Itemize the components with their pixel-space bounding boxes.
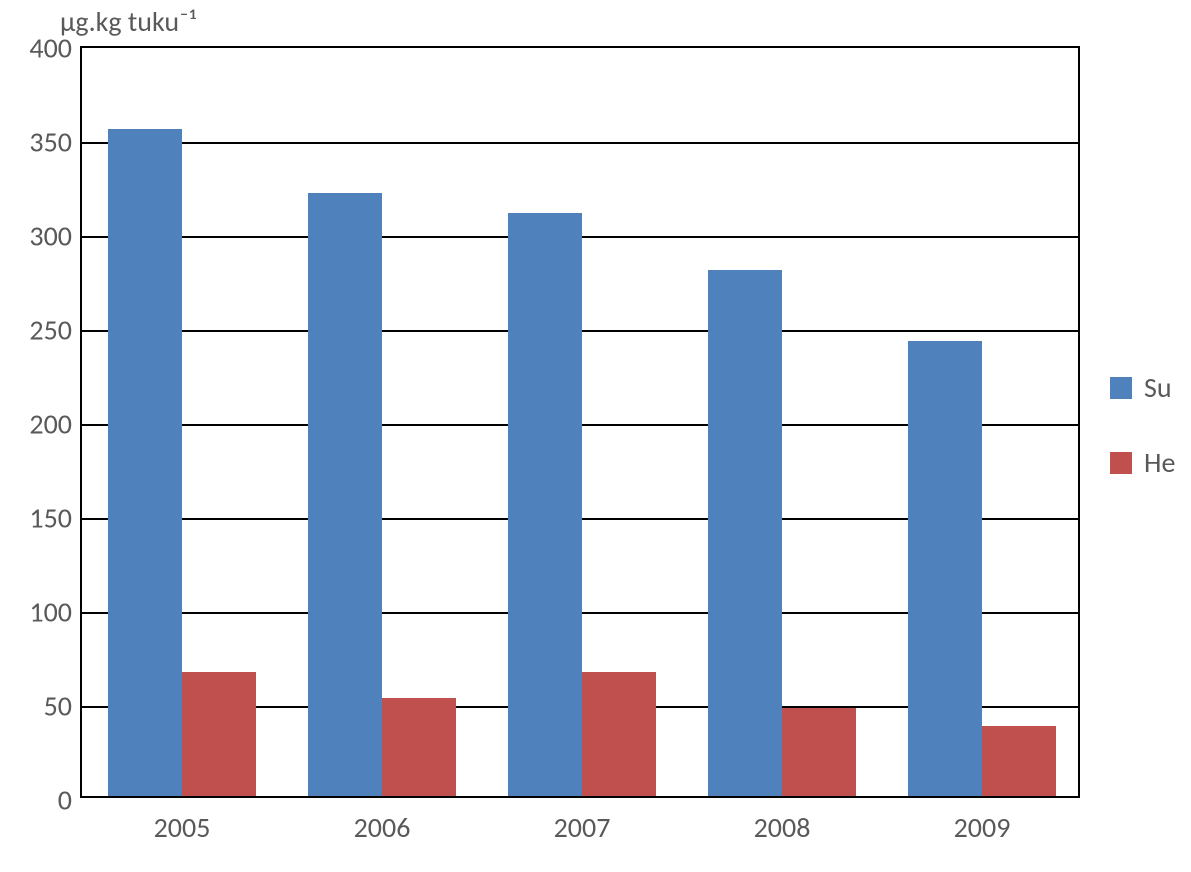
bar-he-2009 <box>982 726 1056 796</box>
y-axis-label: µg.kg tuku⁻¹ <box>60 4 196 39</box>
y-tick-label: 400 <box>29 31 72 66</box>
y-tick-label: 200 <box>29 407 72 442</box>
bar-su-2006 <box>308 193 382 796</box>
y-tick-label: 300 <box>29 219 72 254</box>
x-tick-label: 2008 <box>754 810 811 845</box>
legend-label: He <box>1144 445 1175 480</box>
legend-swatch <box>1110 377 1132 399</box>
chart-container: µg.kg tuku⁻¹ 050100150200250300350400200… <box>0 0 1191 872</box>
bar-he-2006 <box>382 698 456 796</box>
x-tick-label: 2005 <box>154 810 211 845</box>
x-tick-label: 2006 <box>354 810 411 845</box>
bar-he-2008 <box>782 708 856 796</box>
bar-he-2005 <box>182 672 256 796</box>
y-tick-label: 0 <box>58 783 72 818</box>
y-tick-label: 250 <box>29 313 72 348</box>
y-tick-label: 50 <box>44 689 72 724</box>
y-tick-label: 150 <box>29 501 72 536</box>
plot-area: 0501001502002503003504002005200620072008… <box>80 46 1080 798</box>
x-tick-label: 2009 <box>954 810 1011 845</box>
legend-label: Su <box>1144 370 1172 405</box>
bar-su-2007 <box>508 213 582 796</box>
legend-item-he: He <box>1110 445 1175 480</box>
bar-su-2009 <box>908 341 982 796</box>
bar-he-2007 <box>582 672 656 796</box>
legend-item-su: Su <box>1110 370 1175 405</box>
legend-swatch <box>1110 452 1132 474</box>
x-tick-label: 2007 <box>554 810 611 845</box>
y-tick-label: 100 <box>29 595 72 630</box>
y-tick-label: 350 <box>29 125 72 160</box>
bar-su-2008 <box>708 270 782 796</box>
gridline <box>82 142 1078 144</box>
chart-legend: Su He <box>1110 370 1175 520</box>
bar-su-2005 <box>108 129 182 796</box>
